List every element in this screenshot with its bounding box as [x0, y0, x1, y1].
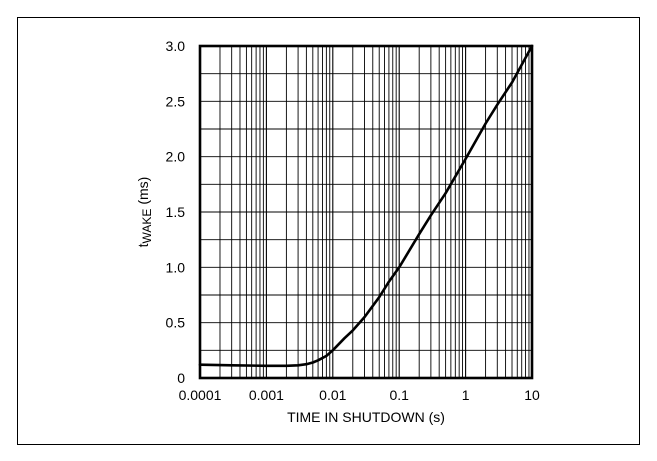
y-tick-label: 1.0 [166, 259, 186, 275]
series-line [198, 44, 534, 368]
x-tick-label: 1 [462, 387, 470, 403]
y-tick-label: 3.0 [166, 38, 186, 54]
x-tick-label: 0.0001 [179, 387, 222, 403]
chart-frame [17, 17, 640, 445]
y-tick-label: 2.5 [166, 93, 186, 109]
x-tick-label: 0.01 [319, 387, 346, 403]
plot-area [198, 44, 534, 380]
y-axis-label: tWAKE (ms) [135, 177, 154, 248]
x-tick-labels: 0.0001 0.001 0.01 0.1 1 10 [179, 387, 540, 403]
y-tick-labels: 0 0.5 1.0 1.5 2.0 2.5 3.0 [166, 38, 186, 386]
grid [199, 45, 532, 379]
y-tick-label: 0.5 [166, 315, 186, 331]
y-tick-label: 1.5 [166, 204, 186, 220]
y-axis-label-suffix: (ms) [135, 177, 151, 209]
y-tick-label: 2.0 [166, 149, 186, 165]
x-tick-label: 0.001 [249, 387, 284, 403]
x-tick-label: 0.1 [389, 387, 409, 403]
x-axis-label: TIME IN SHUTDOWN (s) [287, 409, 445, 425]
y-tick-label: 0 [177, 370, 185, 386]
y-axis-label-prefix: t [135, 243, 151, 247]
y-axis-label-subscript: WAKE [140, 209, 154, 244]
x-tick-label: 10 [524, 387, 540, 403]
